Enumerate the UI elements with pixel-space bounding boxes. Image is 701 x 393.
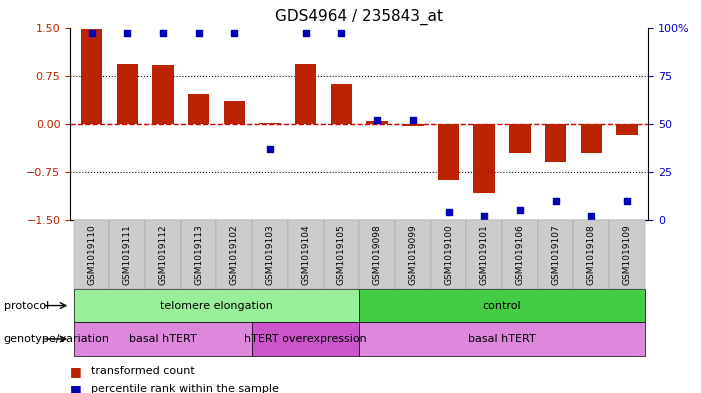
- Bar: [188, 94, 210, 124]
- Bar: [616, 124, 638, 135]
- Text: genotype/variation: genotype/variation: [4, 334, 109, 344]
- Text: GSM1019100: GSM1019100: [444, 224, 453, 285]
- Text: basal hTERT: basal hTERT: [129, 334, 197, 344]
- Point: [621, 198, 632, 204]
- Text: hTERT overexpression: hTERT overexpression: [245, 334, 367, 344]
- Bar: [509, 124, 531, 152]
- Text: GSM1019112: GSM1019112: [158, 224, 168, 285]
- Text: control: control: [483, 301, 522, 310]
- Point: [479, 213, 490, 219]
- Bar: [580, 124, 602, 152]
- Point: [372, 117, 383, 123]
- Text: GSM1019106: GSM1019106: [515, 224, 524, 285]
- Point: [550, 198, 562, 204]
- Point: [515, 208, 526, 214]
- Point: [193, 30, 204, 37]
- Point: [336, 30, 347, 37]
- Text: basal hTERT: basal hTERT: [468, 334, 536, 344]
- Point: [229, 30, 240, 37]
- Bar: [367, 121, 388, 124]
- Text: GSM1019102: GSM1019102: [230, 224, 239, 285]
- Text: telomere elongation: telomere elongation: [160, 301, 273, 310]
- Text: percentile rank within the sample: percentile rank within the sample: [91, 384, 279, 393]
- Text: GSM1019103: GSM1019103: [266, 224, 275, 285]
- Bar: [438, 124, 459, 180]
- Text: protocol: protocol: [4, 301, 49, 310]
- Text: transformed count: transformed count: [91, 366, 195, 376]
- Point: [300, 30, 311, 37]
- Bar: [152, 65, 174, 124]
- Bar: [402, 124, 423, 127]
- Text: GSM1019098: GSM1019098: [373, 224, 381, 285]
- Title: GDS4964 / 235843_at: GDS4964 / 235843_at: [275, 9, 443, 25]
- Text: GSM1019105: GSM1019105: [337, 224, 346, 285]
- Bar: [331, 84, 352, 124]
- Point: [264, 146, 275, 152]
- Text: GSM1019109: GSM1019109: [622, 224, 632, 285]
- Text: GSM1019099: GSM1019099: [408, 224, 417, 285]
- Point: [586, 213, 597, 219]
- Bar: [259, 123, 280, 124]
- Bar: [473, 124, 495, 193]
- Point: [443, 209, 454, 215]
- Text: GSM1019113: GSM1019113: [194, 224, 203, 285]
- Text: GSM1019104: GSM1019104: [301, 224, 311, 285]
- Text: GSM1019108: GSM1019108: [587, 224, 596, 285]
- Text: GSM1019110: GSM1019110: [87, 224, 96, 285]
- Point: [157, 30, 168, 37]
- Text: ■: ■: [70, 382, 82, 393]
- Bar: [295, 64, 316, 124]
- Text: ■: ■: [70, 365, 82, 378]
- Point: [86, 30, 97, 37]
- Bar: [116, 64, 138, 124]
- Bar: [81, 29, 102, 124]
- Text: GSM1019111: GSM1019111: [123, 224, 132, 285]
- Bar: [224, 101, 245, 124]
- Point: [121, 30, 132, 37]
- Point: [407, 117, 418, 123]
- Text: GSM1019107: GSM1019107: [551, 224, 560, 285]
- Bar: [545, 124, 566, 162]
- Text: GSM1019101: GSM1019101: [479, 224, 489, 285]
